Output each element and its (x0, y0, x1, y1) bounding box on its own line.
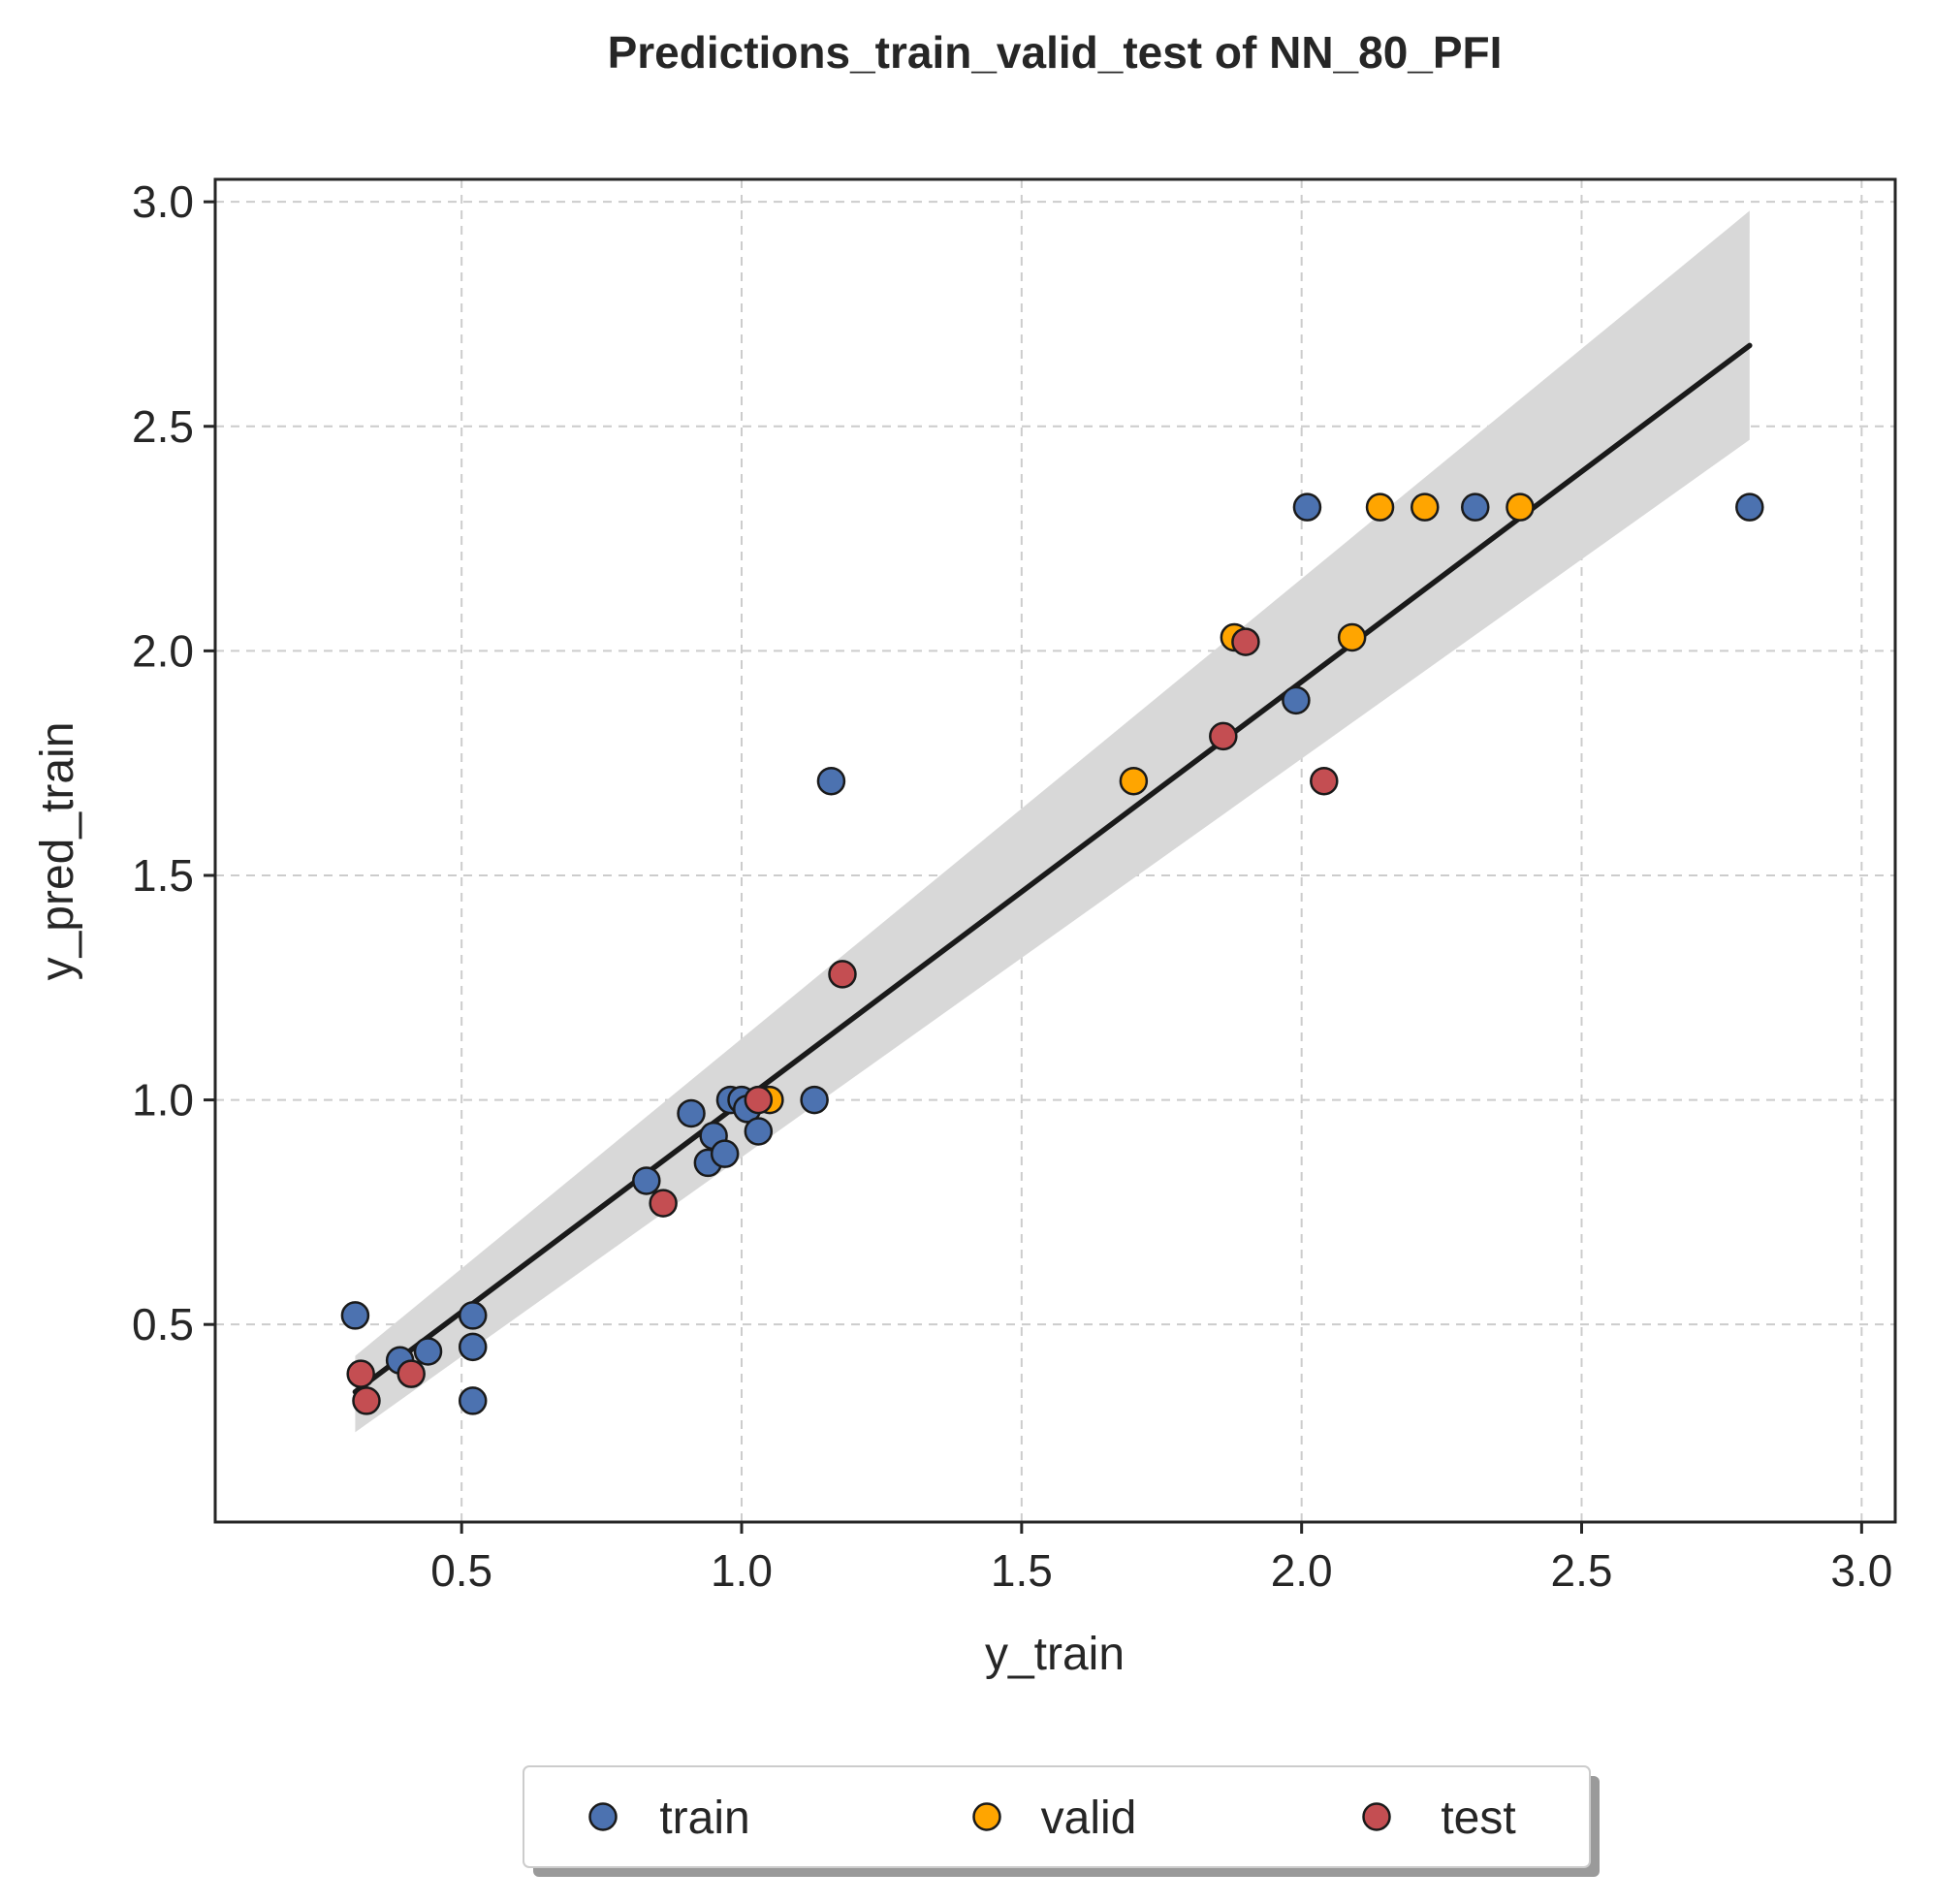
legend-label-train: train (659, 1793, 749, 1844)
x-tick-label: 2.5 (1551, 1545, 1613, 1596)
y-tick-label: 1.0 (132, 1075, 194, 1126)
legend-marker-valid (972, 1802, 1001, 1831)
x-axis-title: y_train (985, 1629, 1125, 1680)
y-tick-label: 2.5 (132, 401, 194, 452)
train-point (816, 766, 846, 796)
test-point (1310, 766, 1339, 796)
y-axis-ticks: 0.5 1.0 1.5 2.0 2.5 3.0 (132, 176, 215, 1349)
test-point (1209, 721, 1238, 751)
y-tick-label: 2.0 (132, 625, 194, 676)
train-point (458, 1332, 488, 1362)
x-tick-label: 1.0 (711, 1545, 773, 1596)
legend: train valid test (523, 1765, 1600, 1877)
test-point (346, 1359, 375, 1388)
x-tick-label: 0.5 (430, 1545, 492, 1596)
train-point (800, 1085, 829, 1115)
test-point (744, 1085, 774, 1115)
valid-point (1506, 492, 1535, 522)
plot-frame (213, 177, 1897, 1524)
train-point (458, 1386, 488, 1415)
y-tick-label: 0.5 (132, 1299, 194, 1349)
test-point (396, 1359, 426, 1388)
train-point (340, 1301, 370, 1330)
train-point (632, 1166, 661, 1195)
valid-point (1119, 766, 1149, 796)
chart-title: Predictions_train_valid_test of NN_80_PF… (608, 27, 1503, 78)
y-tick-label: 3.0 (132, 176, 194, 227)
test-point (352, 1386, 381, 1415)
legend-marker-train (588, 1802, 618, 1831)
train-point (413, 1337, 443, 1366)
valid-point (1337, 622, 1367, 652)
train-point (744, 1117, 774, 1146)
y-tick-label: 1.5 (132, 850, 194, 901)
test-point (828, 960, 857, 989)
train-point (1735, 492, 1764, 522)
train-point (1461, 492, 1490, 522)
train-point (458, 1301, 488, 1330)
test-point (649, 1189, 678, 1218)
x-axis-ticks: 0.5 1.0 1.5 2.0 2.5 3.0 (430, 1522, 1892, 1596)
legend-box (523, 1765, 1591, 1868)
train-point (1292, 492, 1322, 522)
x-tick-label: 1.5 (991, 1545, 1053, 1596)
legend-items: train valid test (588, 1793, 1516, 1844)
test-point (1231, 627, 1260, 656)
y-axis-title: y_pred_train (32, 722, 83, 981)
x-tick-label: 3.0 (1830, 1545, 1892, 1596)
valid-point (1365, 492, 1395, 522)
train-point (1282, 685, 1311, 715)
legend-label-test: test (1441, 1793, 1515, 1844)
data-points (340, 492, 1764, 1415)
x-tick-label: 2.0 (1271, 1545, 1333, 1596)
train-point (677, 1098, 706, 1128)
legend-label-valid: valid (1041, 1793, 1137, 1844)
train-point (710, 1139, 740, 1168)
valid-point (1411, 492, 1440, 522)
legend-marker-test (1362, 1802, 1391, 1831)
